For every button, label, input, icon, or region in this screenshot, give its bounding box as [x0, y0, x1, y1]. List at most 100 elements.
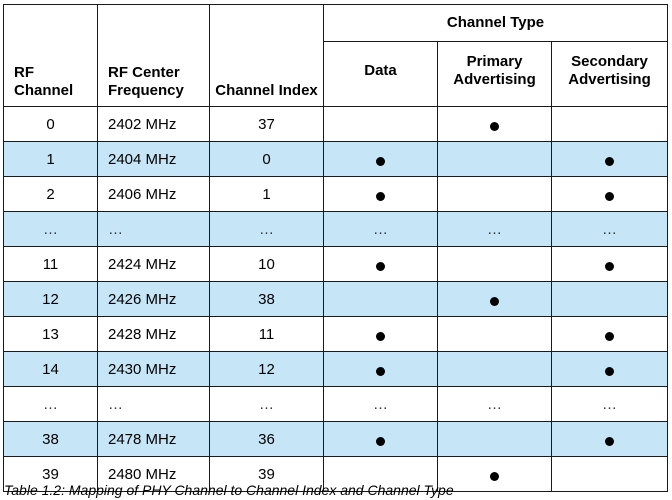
cell-rf-channel: 2	[3, 176, 98, 212]
cell-data: …	[323, 386, 438, 422]
cell-data	[323, 351, 438, 387]
bullet-dot-icon	[376, 437, 385, 447]
cell-channel-index: 12	[209, 351, 324, 387]
cell-data	[323, 141, 438, 177]
cell-data	[323, 456, 438, 492]
bullet-dot-icon	[605, 157, 614, 167]
cell-secondary-advertising	[551, 456, 668, 492]
cell-rf-channel: 12	[3, 281, 98, 317]
cell-rf-center-frequency: …	[97, 386, 210, 422]
cell-channel-index: …	[209, 386, 324, 422]
cell-primary-advertising	[437, 141, 552, 177]
cell-rf-channel: …	[3, 211, 98, 247]
cell-rf-channel: 0	[3, 106, 98, 142]
cell-rf-center-frequency: 2428 MHz	[97, 316, 210, 352]
cell-secondary-advertising	[551, 176, 668, 212]
table-row: 38 2478 MHz 36	[3, 421, 668, 457]
cell-primary-advertising	[437, 246, 552, 282]
cell-secondary-advertising	[551, 421, 668, 457]
cell-rf-center-frequency: 2402 MHz	[97, 106, 210, 142]
header-rf-channel: RF Channel	[3, 4, 98, 107]
cell-secondary-advertising	[551, 351, 668, 387]
header-primary-advertising: Primary Advertising	[437, 41, 552, 107]
cell-rf-center-frequency: 2424 MHz	[97, 246, 210, 282]
cell-primary-advertising	[437, 176, 552, 212]
cell-rf-channel: …	[3, 386, 98, 422]
table-row: 39 2480 MHz 39	[3, 456, 668, 492]
cell-primary-advertising	[437, 421, 552, 457]
cell-rf-center-frequency: …	[97, 211, 210, 247]
cell-primary-advertising	[437, 456, 552, 492]
bullet-dot-icon	[605, 367, 614, 377]
bullet-dot-icon	[490, 472, 499, 482]
bullet-dot-icon	[376, 262, 385, 272]
bullet-dot-icon	[605, 332, 614, 342]
cell-data	[323, 281, 438, 317]
cell-channel-index: 38	[209, 281, 324, 317]
table-row-ellipsis: ………………	[3, 386, 668, 422]
cell-channel-index: 0	[209, 141, 324, 177]
cell-secondary-advertising	[551, 246, 668, 282]
cell-primary-advertising	[437, 316, 552, 352]
header-secondary-advertising: Secondary Advertising	[551, 41, 668, 107]
table-row: 2 2406 MHz 1	[3, 176, 668, 212]
cell-secondary-advertising	[551, 281, 668, 317]
cell-secondary-advertising: …	[551, 386, 668, 422]
bullet-dot-icon	[605, 437, 614, 447]
table-row: 0 2402 MHz 37	[3, 106, 668, 142]
table-row: 11 2424 MHz 10	[3, 246, 668, 282]
cell-channel-index: 1	[209, 176, 324, 212]
cell-channel-index: …	[209, 211, 324, 247]
bullet-dot-icon	[376, 157, 385, 167]
bullet-dot-icon	[376, 192, 385, 202]
table-row: 12 2426 MHz 38	[3, 281, 668, 317]
cell-secondary-advertising	[551, 106, 668, 142]
cell-data	[323, 246, 438, 282]
cell-primary-advertising	[437, 106, 552, 142]
cell-data	[323, 421, 438, 457]
cell-rf-center-frequency: 2406 MHz	[97, 176, 210, 212]
table-row: 14 2430 MHz 12	[3, 351, 668, 387]
bullet-dot-icon	[376, 367, 385, 377]
cell-rf-center-frequency: 2404 MHz	[97, 141, 210, 177]
cell-rf-channel: 11	[3, 246, 98, 282]
cell-primary-advertising	[437, 281, 552, 317]
cell-channel-index: 11	[209, 316, 324, 352]
header-rf-center-frequency: RF Center Frequency	[97, 4, 210, 107]
cell-rf-center-frequency: 2426 MHz	[97, 281, 210, 317]
cell-rf-channel: 38	[3, 421, 98, 457]
cell-channel-index: 36	[209, 421, 324, 457]
header-channel-index: Channel Index	[209, 4, 324, 107]
cell-rf-center-frequency: 2480 MHz	[97, 456, 210, 492]
cell-rf-channel: 14	[3, 351, 98, 387]
table-row: 13 2428 MHz 11	[3, 316, 668, 352]
cell-data	[323, 316, 438, 352]
cell-rf-center-frequency: 2430 MHz	[97, 351, 210, 387]
cell-primary-advertising	[437, 351, 552, 387]
cell-data	[323, 106, 438, 142]
cell-rf-channel: 13	[3, 316, 98, 352]
table-header: RF Channel RF Center Frequency Channel I…	[3, 4, 668, 107]
cell-channel-index: 37	[209, 106, 324, 142]
header-data: Data	[323, 41, 438, 107]
cell-rf-channel: 1	[3, 141, 98, 177]
cell-secondary-advertising: …	[551, 211, 668, 247]
cell-rf-center-frequency: 2478 MHz	[97, 421, 210, 457]
bullet-dot-icon	[490, 297, 499, 307]
cell-data: …	[323, 211, 438, 247]
table-body: 0 2402 MHz 37 1 2404 MHz 0 2 2406 MHz 1……………… 11 2…	[3, 106, 668, 492]
bullet-dot-icon	[605, 192, 614, 202]
cell-secondary-advertising	[551, 141, 668, 177]
bullet-dot-icon	[376, 332, 385, 342]
bullet-dot-icon	[490, 122, 499, 132]
table-caption: Table 1.2: Mapping of PHY Channel to Cha…	[4, 482, 454, 498]
table-row-ellipsis: ………………	[3, 211, 668, 247]
cell-data	[323, 176, 438, 212]
cell-primary-advertising: …	[437, 211, 552, 247]
table-row: 1 2404 MHz 0	[3, 141, 668, 177]
bullet-dot-icon	[605, 262, 614, 272]
cell-secondary-advertising	[551, 316, 668, 352]
cell-channel-index: 10	[209, 246, 324, 282]
channel-mapping-table: RF Channel RF Center Frequency Channel I…	[3, 4, 668, 492]
cell-primary-advertising: …	[437, 386, 552, 422]
